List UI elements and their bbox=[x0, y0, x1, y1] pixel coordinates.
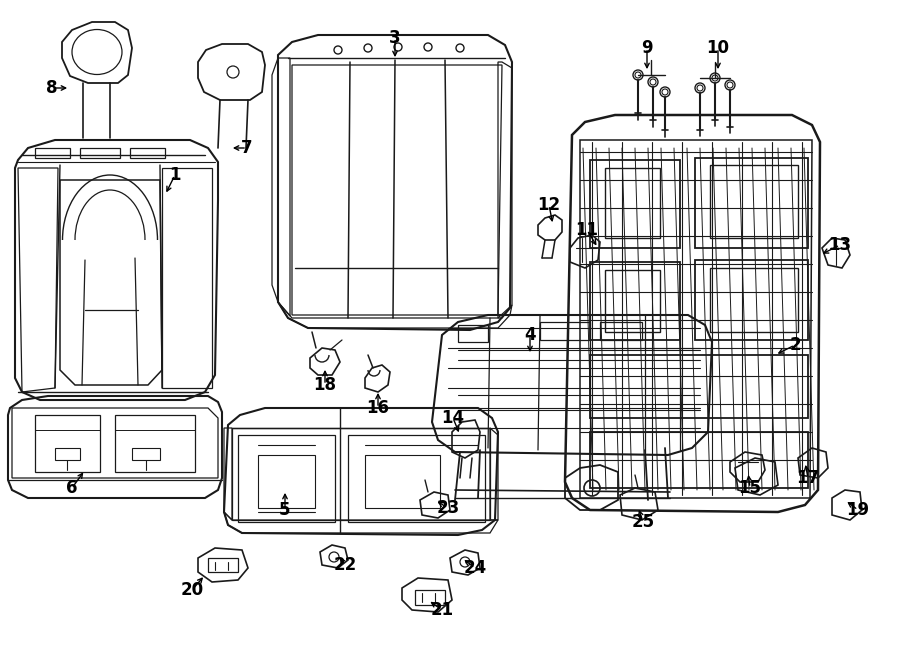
Text: 21: 21 bbox=[430, 601, 454, 619]
Text: 16: 16 bbox=[366, 399, 390, 417]
Text: 18: 18 bbox=[313, 376, 337, 394]
Text: 24: 24 bbox=[464, 559, 487, 577]
Text: 23: 23 bbox=[436, 499, 460, 517]
Text: 7: 7 bbox=[241, 139, 253, 157]
Text: 13: 13 bbox=[828, 236, 851, 254]
Text: 2: 2 bbox=[789, 336, 801, 354]
Text: 25: 25 bbox=[632, 513, 654, 531]
Text: 6: 6 bbox=[67, 479, 77, 497]
Text: 19: 19 bbox=[846, 501, 869, 519]
Text: 17: 17 bbox=[796, 469, 820, 487]
Text: 20: 20 bbox=[180, 581, 203, 599]
Text: 8: 8 bbox=[46, 79, 58, 97]
Text: 22: 22 bbox=[333, 556, 356, 574]
Text: 3: 3 bbox=[389, 29, 400, 47]
Text: 15: 15 bbox=[739, 479, 761, 497]
Text: 1: 1 bbox=[169, 166, 181, 184]
Text: 14: 14 bbox=[441, 409, 464, 427]
Text: 4: 4 bbox=[524, 326, 536, 344]
Text: 9: 9 bbox=[641, 39, 652, 57]
Text: 11: 11 bbox=[575, 221, 598, 239]
Text: 12: 12 bbox=[537, 196, 561, 214]
Text: 5: 5 bbox=[279, 501, 291, 519]
Text: 10: 10 bbox=[706, 39, 730, 57]
